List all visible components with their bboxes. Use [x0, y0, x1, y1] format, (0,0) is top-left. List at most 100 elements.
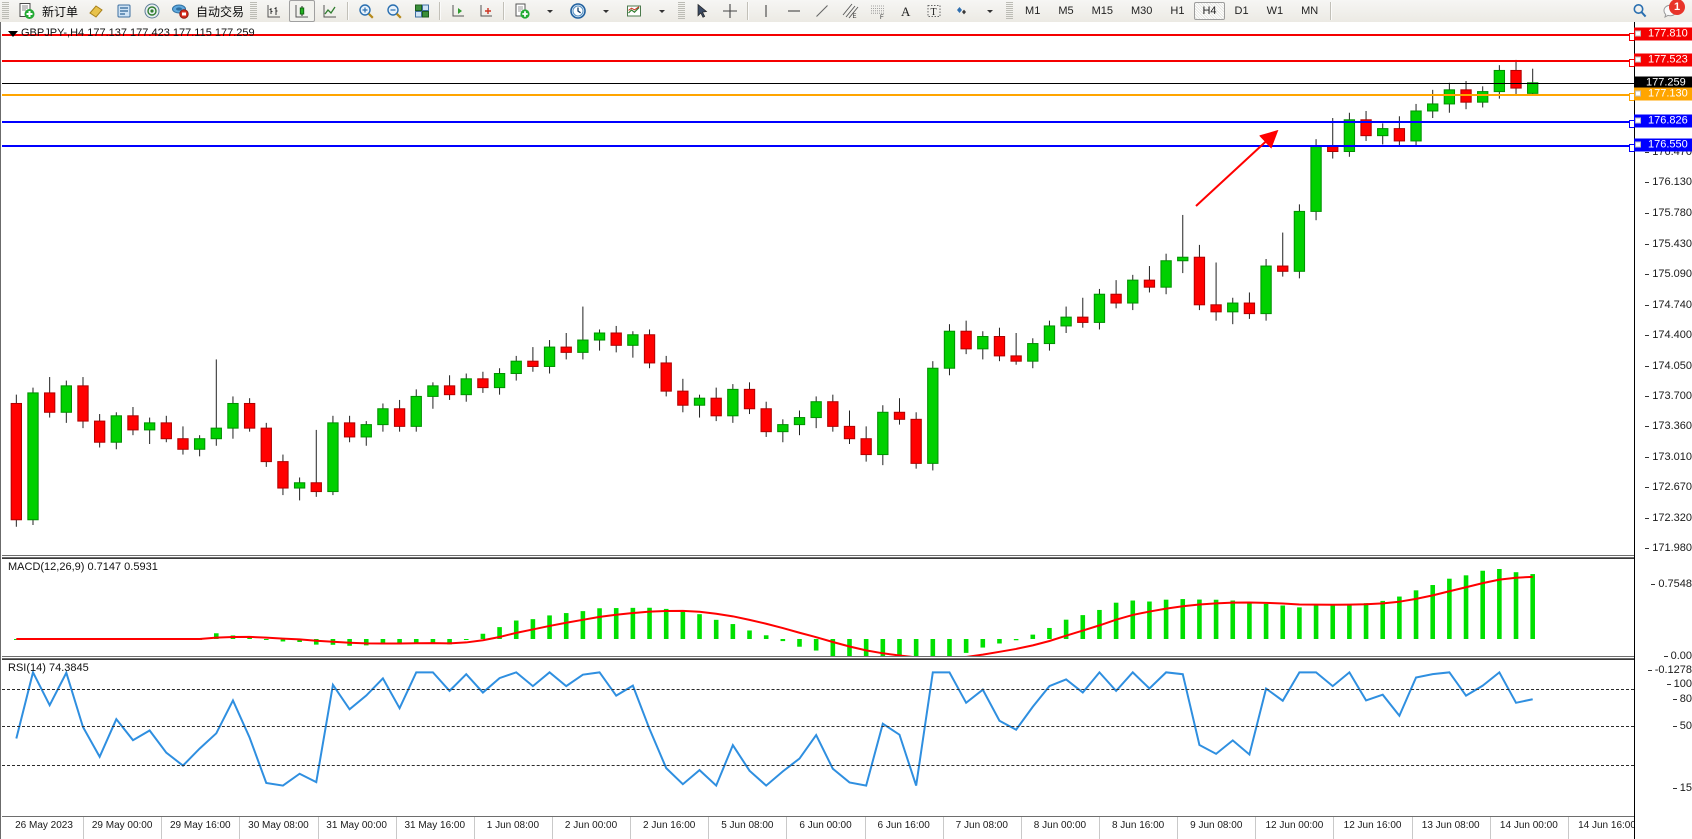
- rsi-level-50: [2, 726, 1634, 727]
- svg-text:E: E: [853, 14, 857, 20]
- timeframe-d1[interactable]: D1: [1234, 5, 1249, 17]
- time-label: 29 May 16:00: [169, 820, 231, 831]
- time-axis-separator: [473, 817, 475, 839]
- toolbar-grip-2[interactable]: [250, 2, 258, 20]
- time-axis-separator: [1567, 817, 1569, 839]
- alerts-icon[interactable]: 1: [1662, 0, 1685, 20]
- rsi-pane[interactable]: RSI(14) 74.3845: [2, 659, 1634, 813]
- shift-end-button[interactable]: [445, 0, 471, 22]
- expert-advisors-button[interactable]: [83, 0, 109, 22]
- line-handle[interactable]: [1629, 144, 1634, 153]
- support-line-1[interactable]: [2, 120, 1634, 129]
- line-handle[interactable]: [1629, 33, 1634, 42]
- new-order-label[interactable]: 新订单: [42, 4, 79, 19]
- current-price-line[interactable]: [2, 82, 1634, 84]
- macd-scale-label: -0.1278: [1647, 664, 1692, 676]
- time-label: 31 May 16:00: [404, 820, 466, 831]
- svg-text:A: A: [901, 4, 911, 19]
- templates-dropdown[interactable]: [649, 0, 675, 22]
- add-indicator-dropdown[interactable]: [537, 0, 563, 22]
- period-button[interactable]: [565, 0, 591, 22]
- timeframe-w1[interactable]: W1: [1266, 5, 1284, 17]
- time-axis-separator: [864, 817, 866, 839]
- time-axis-separator: [630, 817, 632, 839]
- bar-chart-button[interactable]: [261, 0, 287, 22]
- entry-line[interactable]: [2, 93, 1634, 102]
- toolbar-grip[interactable]: [2, 2, 9, 20]
- line-chart-button[interactable]: [317, 0, 343, 22]
- zoom-in-button[interactable]: [353, 0, 379, 22]
- toolbar-right-group: 1: [1626, 0, 1692, 22]
- time-axis-separator: [1177, 817, 1179, 839]
- autotrading-button[interactable]: [167, 0, 193, 22]
- resistance-line-2[interactable]: [2, 58, 1634, 67]
- timeframe-h1[interactable]: H1: [1170, 5, 1185, 17]
- period-dropdown[interactable]: [593, 0, 619, 22]
- search-icon[interactable]: [1627, 0, 1653, 22]
- price-tick: 172.320: [1644, 512, 1692, 524]
- data-window-button[interactable]: [111, 0, 137, 22]
- price-tick: 176.130: [1644, 176, 1692, 188]
- time-label: 30 May 08:00: [248, 820, 309, 831]
- timeframe-mn[interactable]: MN: [1301, 5, 1319, 17]
- pane-divider-1: [2, 555, 1634, 556]
- time-axis-separator: [786, 817, 788, 839]
- time-axis-separator: [1411, 817, 1413, 839]
- time-label: 14 Jun 16:00: [1578, 820, 1634, 831]
- shapes-dropdown[interactable]: [977, 0, 1003, 22]
- zoom-out-button[interactable]: [381, 0, 407, 22]
- rsi-label: RSI(14) 74.3845: [8, 662, 89, 674]
- time-axis-separator: [551, 817, 553, 839]
- resistance-line-1[interactable]: [2, 33, 1634, 42]
- tile-windows-button[interactable]: [409, 0, 435, 22]
- chart-container[interactable]: 176.470 176.130 175.780 175.430 175.090 174.7…: [0, 22, 1692, 839]
- price-tick: 175.090: [1644, 268, 1692, 280]
- crosshair-icon[interactable]: [717, 0, 743, 22]
- line-handle[interactable]: [1629, 58, 1634, 67]
- auto-scroll-button[interactable]: [473, 0, 499, 22]
- timeframe-m1[interactable]: M1: [1025, 5, 1041, 17]
- time-axis[interactable]: 26 May 2023 29 May 00:00 29 May 16:00 30 Ma…: [2, 816, 1634, 839]
- line-handle[interactable]: [1629, 93, 1634, 102]
- price-pane[interactable]: GBPJPY-,H4 177.137 177.423 177.115 177.2…: [2, 22, 1634, 555]
- toolbar-separator-3: [503, 2, 506, 20]
- support-line-2[interactable]: [2, 144, 1634, 153]
- fibonacci-icon[interactable]: F: [865, 0, 891, 22]
- collapse-arrow-icon[interactable]: [8, 31, 18, 37]
- time-label: 26 May 2023: [15, 820, 73, 831]
- timeframe-h4[interactable]: H4: [1194, 2, 1225, 20]
- add-indicator-button[interactable]: [509, 0, 535, 22]
- rsi-scale-label: 100: [1666, 678, 1692, 690]
- timeframe-m5[interactable]: M5: [1058, 5, 1074, 17]
- svg-text:T: T: [931, 7, 937, 18]
- new-order-button[interactable]: [13, 0, 39, 22]
- autotrading-label[interactable]: 自动交易: [196, 4, 245, 19]
- macd-series: [14, 569, 1535, 656]
- plot-area[interactable]: GBPJPY-,H4 177.137 177.423 177.115 177.2…: [2, 22, 1634, 839]
- toolbar-separator-5: [1330, 2, 1333, 20]
- toolbar-grip-3[interactable]: [678, 2, 686, 20]
- timeframe-m30[interactable]: M30: [1131, 5, 1153, 17]
- templates-button[interactable]: [621, 0, 647, 22]
- macd-pane[interactable]: MACD(12,26,9) 0.7147 0.5931: [2, 558, 1634, 656]
- navigator-button[interactable]: [139, 0, 165, 22]
- price-tick: 175.780: [1644, 207, 1692, 219]
- price-tick: 174.050: [1644, 360, 1692, 372]
- timeframe-m15[interactable]: M15: [1091, 5, 1113, 17]
- text-icon[interactable]: T: [921, 0, 947, 22]
- time-axis-separator: [239, 817, 241, 839]
- cursor-icon[interactable]: [689, 0, 715, 22]
- text-label-icon[interactable]: A: [893, 0, 919, 22]
- price-scale[interactable]: 176.470 176.130 175.780 175.430 175.090 174.7…: [1634, 22, 1692, 839]
- shapes-icon[interactable]: [949, 0, 975, 22]
- rsi-scale-label: 15: [1672, 782, 1692, 794]
- toolbar-grip-4[interactable]: [1006, 2, 1014, 20]
- candlestick-chart-button[interactable]: [289, 0, 316, 22]
- trendline-icon[interactable]: [809, 0, 835, 22]
- equidistant-channel-icon[interactable]: E: [837, 0, 863, 22]
- vertical-line-icon[interactable]: [753, 0, 779, 22]
- time-label: 12 Jun 16:00: [1343, 820, 1402, 831]
- horizontal-line-icon[interactable]: [781, 0, 807, 22]
- line-handle[interactable]: [1629, 120, 1634, 129]
- candlestick-series: [10, 59, 1539, 527]
